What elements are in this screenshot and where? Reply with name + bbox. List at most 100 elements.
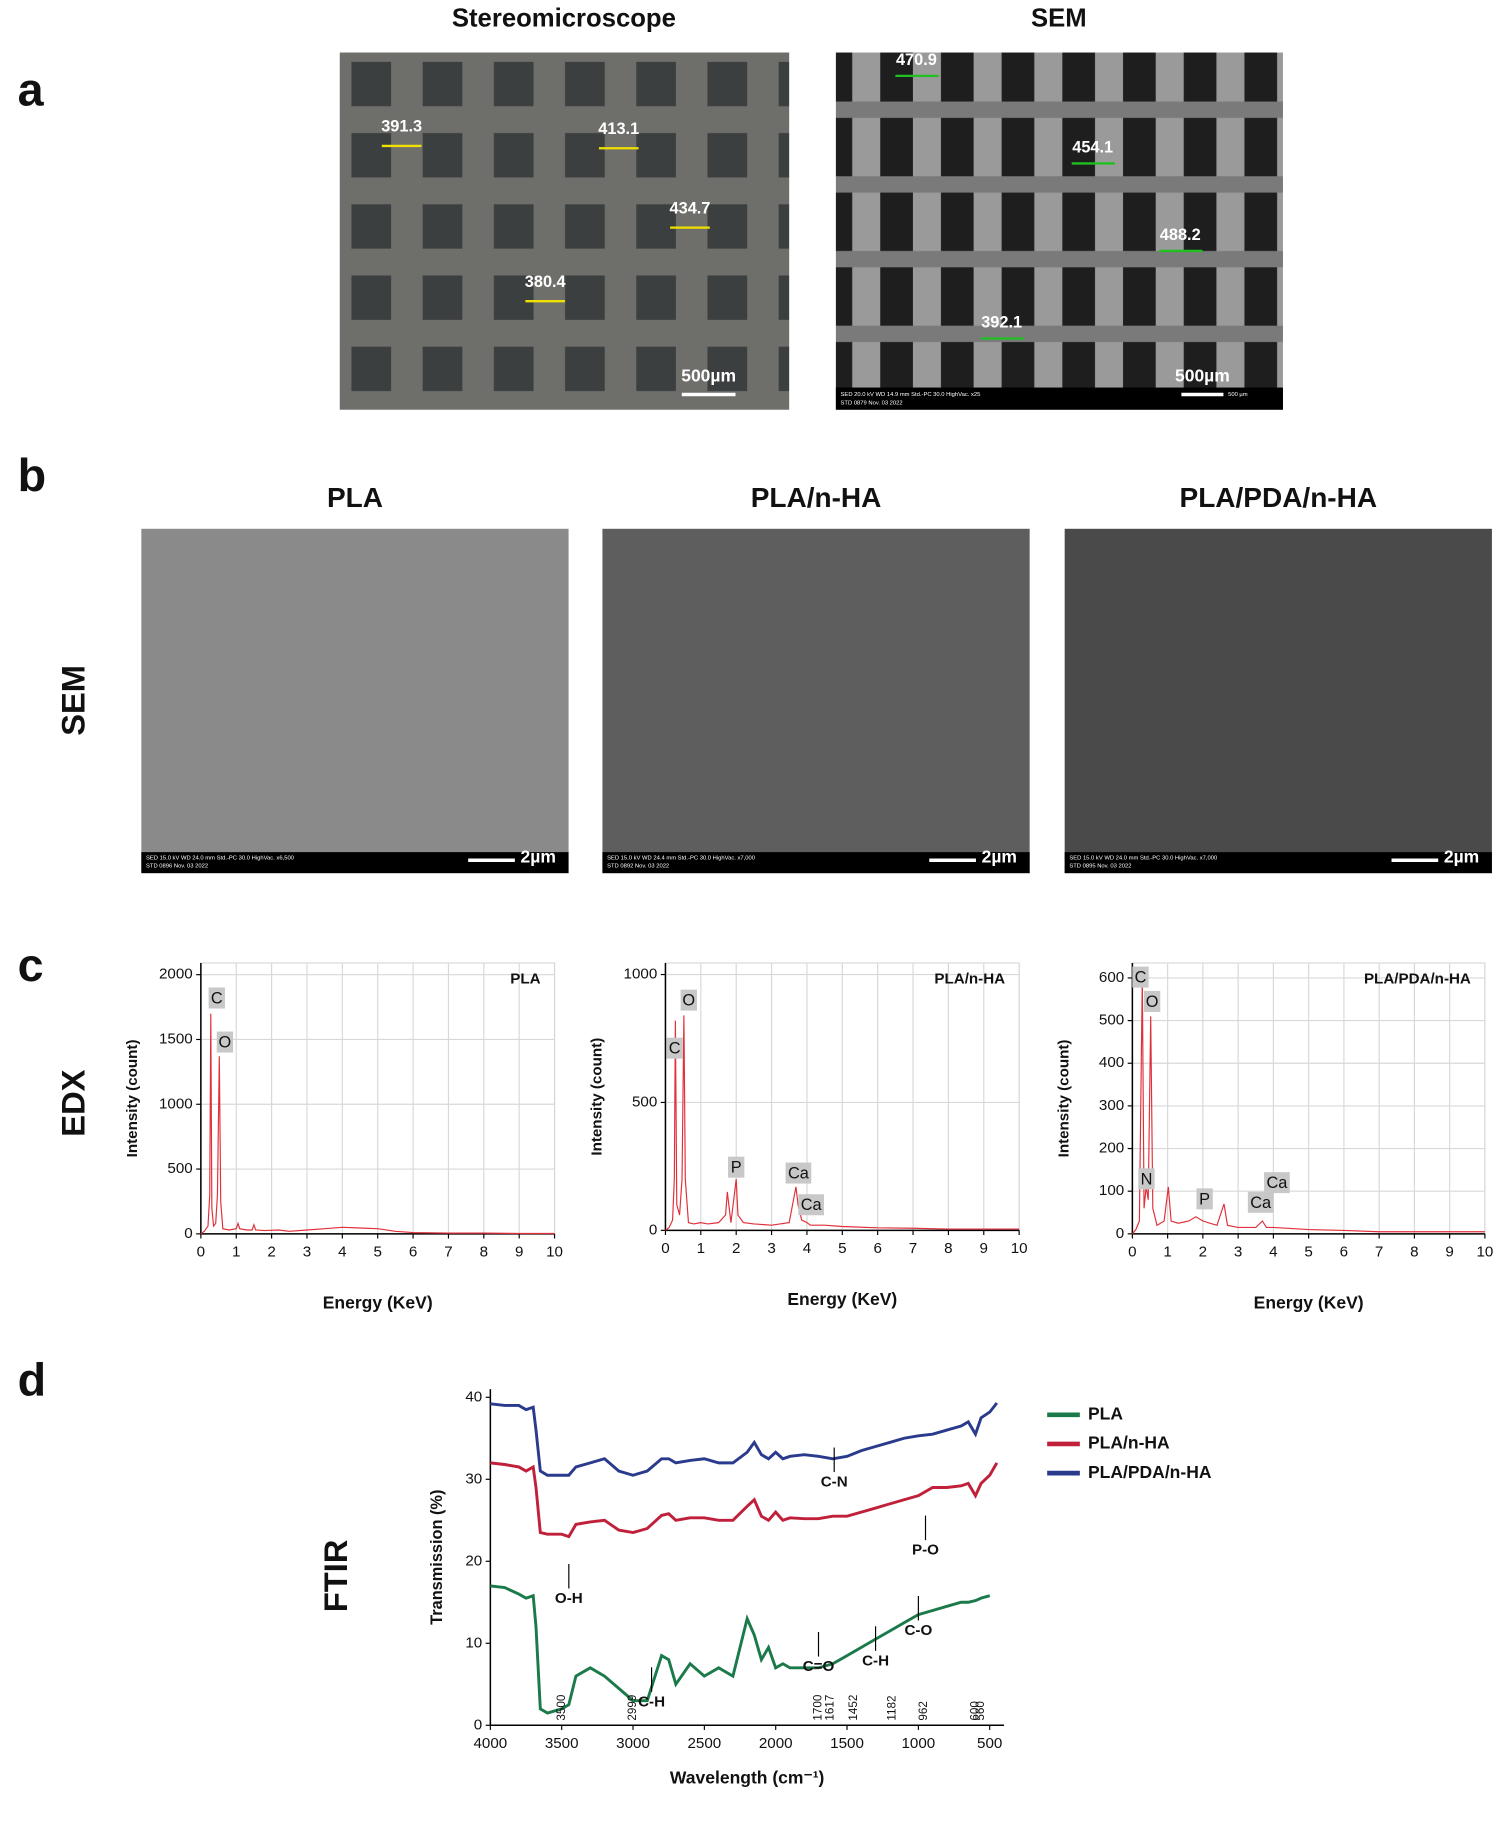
wavenumber-label: 1700	[812, 1694, 825, 1720]
x-tick-label: 0	[1128, 1244, 1136, 1261]
annotation: C-N	[821, 1474, 848, 1491]
measurement: 391.3	[381, 118, 422, 136]
scale-bar: 500µm	[681, 366, 736, 386]
x-tick-label: 6	[1340, 1244, 1348, 1261]
peak-label: N	[1141, 1170, 1153, 1188]
sem-image	[602, 528, 1030, 874]
peak-box	[1264, 1172, 1290, 1194]
measurement: 413.1	[598, 120, 639, 138]
x-tick-label: 4	[803, 1240, 811, 1257]
spectrum	[200, 1013, 555, 1235]
peak-label: Ca	[1250, 1194, 1272, 1212]
y-tick-label: 600	[1099, 969, 1124, 986]
measurement: 380.4	[525, 273, 566, 291]
row-label: FTIR	[317, 1540, 354, 1613]
x-tick-label: 9	[1445, 1244, 1453, 1261]
row-label: SEM	[55, 665, 92, 736]
image-title: SEM	[1031, 5, 1087, 33]
info-text: STD 0896 Nov. 03 2022	[146, 864, 208, 870]
x-tick-label: 5	[1304, 1244, 1312, 1261]
image-title: PLA/PDA/n-HA	[1180, 482, 1378, 513]
y-tick-label: 1500	[159, 1030, 193, 1047]
y-tick-label: 400	[1099, 1054, 1124, 1071]
info-text: SED 15.0 kV WD 24.0 mm Std.-PC 30.0 High…	[1069, 856, 1218, 862]
panel-label: c	[18, 939, 44, 991]
image-title: PLA	[327, 482, 383, 513]
legend-label: PLA	[1088, 1403, 1123, 1423]
peak-label: O	[682, 992, 695, 1010]
x-tick-label: 0	[661, 1240, 669, 1257]
peak-box	[1132, 966, 1149, 988]
y-tick-label: 100	[1099, 1182, 1124, 1199]
x-tick-label: 1	[232, 1244, 240, 1261]
stereo-image	[339, 52, 790, 410]
panel-label: d	[18, 1354, 47, 1406]
x-tick-label: 4	[338, 1244, 346, 1261]
y-tick-label: 40	[465, 1388, 482, 1405]
small-scale: 500 µm	[1228, 392, 1248, 398]
y-tick-label: 1000	[624, 966, 658, 983]
scale-bar: 2µm	[982, 847, 1017, 867]
x-tick-label: 1	[697, 1240, 705, 1257]
peak-label: C	[1135, 969, 1147, 987]
x-tick-label: 4000	[473, 1735, 507, 1752]
row-label: EDX	[55, 1069, 92, 1136]
peak-box	[1196, 1188, 1213, 1210]
y-tick-label: 200	[1099, 1140, 1124, 1157]
image-title: Stereomicroscope	[452, 5, 676, 33]
x-tick-label: 4	[1269, 1244, 1277, 1261]
annotation: C=O	[803, 1658, 835, 1675]
x-tick-label: 6	[409, 1244, 417, 1261]
y-tick-label: 300	[1099, 1097, 1124, 1114]
peak-box	[680, 989, 697, 1011]
y-axis-label: Intensity (count)	[589, 1038, 606, 1156]
y-tick-label: 30	[465, 1470, 482, 1487]
peak-box	[216, 1031, 234, 1053]
annotation: P-O	[912, 1542, 939, 1559]
annotation: O-H	[555, 1590, 583, 1607]
scale-bar: 500µm	[1175, 366, 1230, 386]
chart-title: PLA/n-HA	[934, 970, 1005, 987]
x-tick-label: 7	[444, 1244, 452, 1261]
wavenumber-label: 962	[917, 1701, 930, 1720]
x-tick-label: 1000	[902, 1735, 936, 1752]
y-tick-label: 500	[632, 1093, 657, 1110]
measurement: 392.1	[981, 314, 1022, 332]
x-tick-label: 6	[873, 1240, 881, 1257]
x-axis-label: Energy (KeV)	[1254, 1293, 1364, 1313]
y-tick-label: 2000	[159, 966, 193, 983]
x-tick-label: 3000	[616, 1735, 650, 1752]
x-tick-label: 10	[546, 1244, 563, 1261]
peak-box	[728, 1156, 745, 1178]
peak-label: Ca	[1266, 1174, 1288, 1192]
x-tick-label: 3	[767, 1240, 775, 1257]
chart-title: PLA	[510, 970, 540, 987]
x-tick-label: 5	[373, 1244, 381, 1261]
y-tick-label: 0	[649, 1221, 657, 1238]
x-tick-label: 500	[977, 1735, 1002, 1752]
x-tick-label: 2500	[688, 1735, 722, 1752]
x-tick-label: 2	[1199, 1244, 1207, 1261]
peak-box	[1247, 1191, 1274, 1213]
legend-label: PLA/n-HA	[1088, 1433, 1170, 1453]
ftir-line	[490, 1461, 999, 1539]
x-tick-label: 7	[1375, 1244, 1383, 1261]
info-text: STD 0879 Nov. 03 2022	[841, 400, 903, 406]
y-axis-label: Transmission (%)	[428, 1490, 446, 1625]
info-text: STD 0892 Nov. 03 2022	[607, 864, 669, 870]
y-tick-label: 10	[465, 1634, 482, 1651]
info-bar	[835, 387, 1283, 410]
info-bar	[602, 852, 1030, 874]
y-tick-label: 0	[474, 1716, 482, 1733]
x-tick-label: 3500	[545, 1735, 579, 1752]
info-bar	[1064, 852, 1492, 874]
peak-label: P	[1199, 1190, 1210, 1208]
y-tick-label: 20	[465, 1552, 482, 1569]
sem-image	[835, 52, 1283, 410]
y-tick-label: 500	[167, 1160, 192, 1177]
wavenumber-label: 2999	[626, 1695, 639, 1721]
measurement: 470.9	[896, 51, 937, 69]
wavenumber-label: 560	[974, 1701, 987, 1721]
x-tick-label: 8	[1410, 1244, 1418, 1261]
peak-box	[785, 1162, 812, 1184]
